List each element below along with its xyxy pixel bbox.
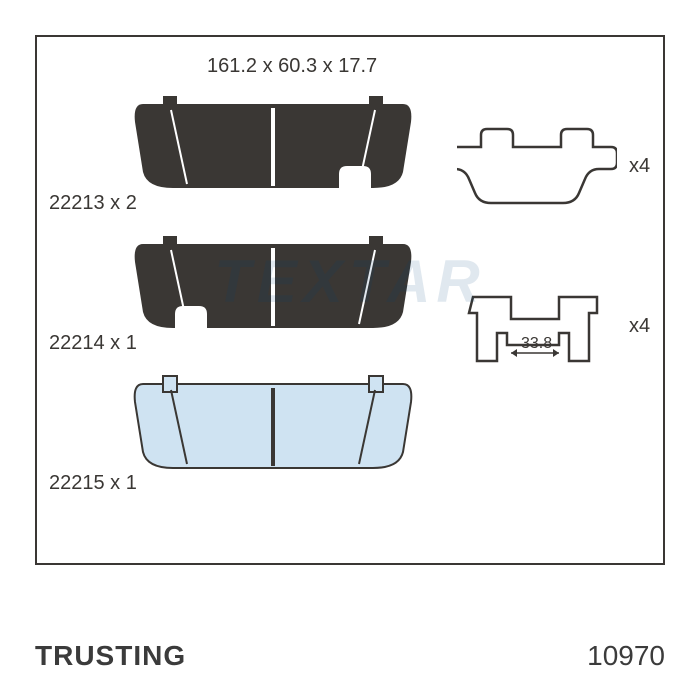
brake-pad-2-icon: [133, 232, 413, 332]
part-number: 10970: [587, 640, 665, 672]
pad-2-label: 22214 x 1: [49, 332, 137, 355]
stage: 161.2 x 60.3 x 17.7 22213 x 2: [0, 0, 700, 700]
brake-pad-1-icon: [133, 92, 413, 192]
footer: TRUSTING 10970: [35, 640, 665, 672]
pad-1-label: 22213 x 2: [49, 192, 137, 215]
clip-dimension: 33.8: [521, 335, 552, 353]
brake-pad-3-icon: [133, 372, 413, 472]
shim-icon: [457, 127, 617, 207]
clip: [465, 289, 605, 367]
brand-label: TRUSTING: [35, 640, 186, 672]
brake-pad-1: [133, 92, 413, 192]
brake-pad-3: [133, 372, 413, 472]
brake-pad-2: [133, 232, 413, 332]
pad-dimensions: 161.2 x 60.3 x 17.7: [207, 55, 377, 78]
shim: [457, 127, 617, 207]
diagram-frame: 161.2 x 60.3 x 17.7 22213 x 2: [35, 35, 665, 565]
clip-icon: [465, 289, 605, 367]
shim-qty: x4: [629, 155, 650, 178]
pad-3-label: 22215 x 1: [49, 472, 137, 495]
clip-qty: x4: [629, 315, 650, 338]
